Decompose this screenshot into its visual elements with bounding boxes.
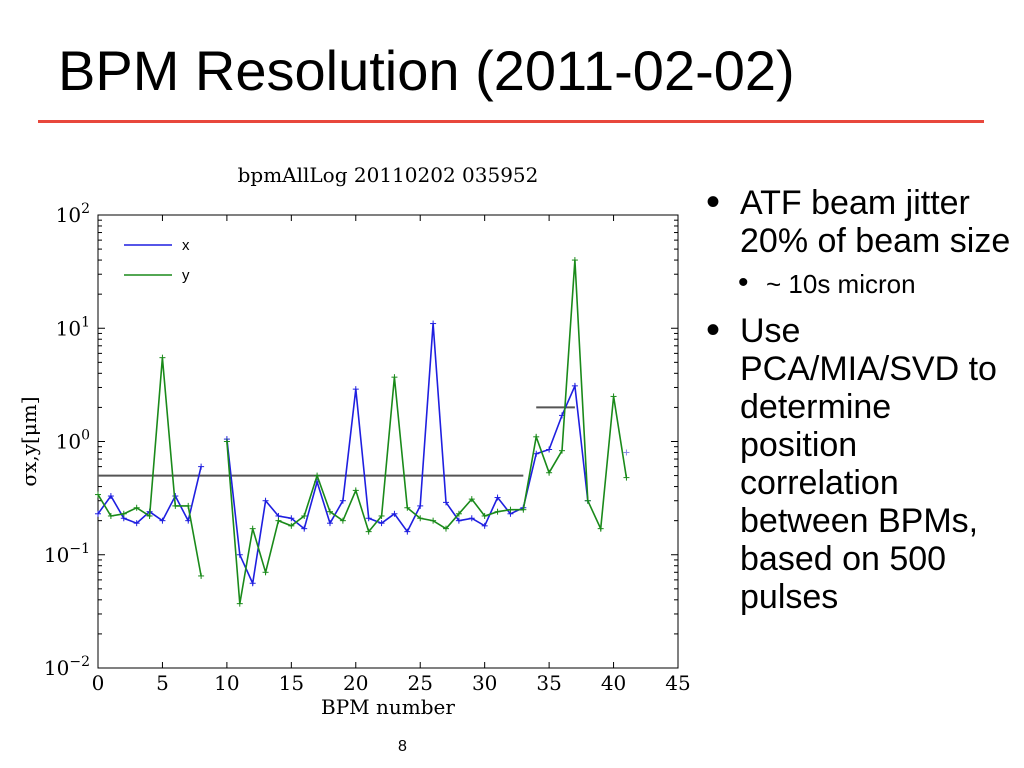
title-divider <box>38 120 984 123</box>
y-tick-label: 102 <box>56 201 90 227</box>
sub-bullet-item: • ~ 10s micron <box>738 268 1016 300</box>
y-tick-label: 101 <box>56 314 90 340</box>
y-tick-label: 10−2 <box>44 654 90 680</box>
y-tick-label: 100 <box>56 428 90 454</box>
chart-title: bpmAllLog 20110202 035952 <box>238 163 539 187</box>
x-tick-label: 0 <box>92 671 105 695</box>
page-number: 8 <box>398 738 407 755</box>
x-tick-label: 30 <box>472 671 497 695</box>
x-tick-label: 25 <box>407 671 432 695</box>
bullet-dot: • <box>706 180 721 224</box>
y-axis-label: σx,y[μm] <box>17 396 41 486</box>
bullet-item: • ATF beam jitter 20% of beam size <box>706 180 1016 260</box>
x-tick-label: 45 <box>665 671 690 695</box>
resolution-chart: bpmAllLog 20110202 035952 0 5 10 15 20 25 30 35 4… <box>17 163 691 719</box>
legend-label-y: y <box>182 267 190 284</box>
legend-label-x: x <box>182 237 190 254</box>
chart-container: bpmAllLog 20110202 035952 0 5 10 15 20 25 30 35 4… <box>0 150 700 730</box>
bullet-list: • ATF beam jitter 20% of beam size • ~ 1… <box>706 180 1016 624</box>
slide-title: BPM Resolution (2011-02-02) <box>58 39 795 102</box>
bullet-text: Use PCA/MIA/SVD to determine position co… <box>740 312 997 616</box>
x-tick-label: 10 <box>214 671 239 695</box>
x-tick-label: 5 <box>156 671 169 695</box>
bullet-text: ATF beam jitter 20% of beam size <box>740 184 1011 260</box>
x-tick-label: 20 <box>343 671 368 695</box>
x-axis-label: BPM number <box>321 695 455 719</box>
sub-bullet-text: ~ 10s micron <box>766 269 916 299</box>
series-line-y <box>97 357 202 577</box>
y-tick-label: 10−1 <box>44 541 90 567</box>
x-tick-label: 15 <box>279 671 304 695</box>
bullet-dot: • <box>706 308 721 352</box>
x-tick-label: 35 <box>536 671 561 695</box>
x-tick-label: 40 <box>601 671 626 695</box>
bullet-item: • Use PCA/MIA/SVD to determine position … <box>706 308 1016 616</box>
sub-bullet-dot: • <box>738 266 749 299</box>
series-line-y <box>226 260 628 604</box>
